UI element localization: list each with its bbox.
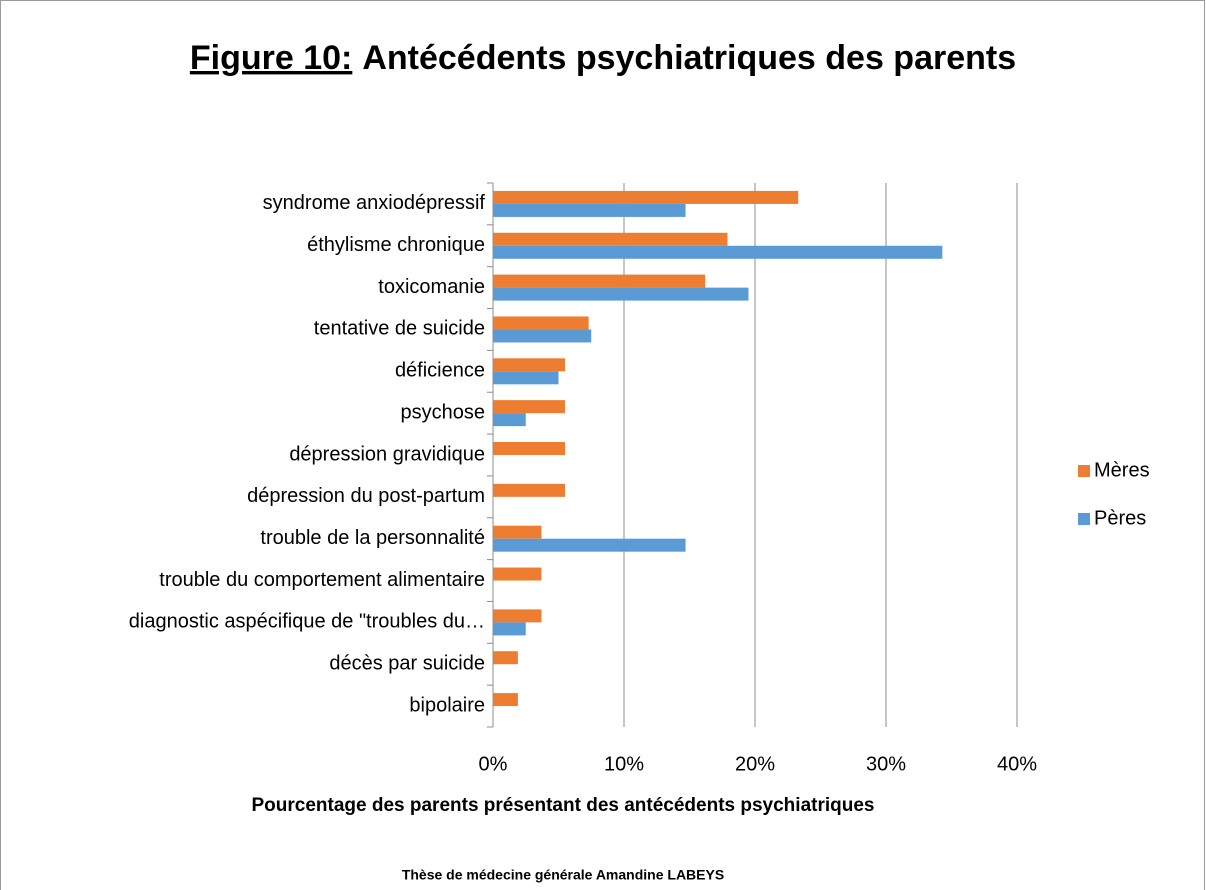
chart-title: Figure 10: Antécédents psychiatriques des… xyxy=(190,39,1016,77)
bar xyxy=(493,609,542,623)
y-tick-label: décès par suicide xyxy=(329,653,485,675)
bar xyxy=(493,329,592,343)
x-tick-label: 10% xyxy=(604,753,644,775)
y-tick-label: psychose xyxy=(401,401,486,423)
y-tick-label: syndrome anxiodépressif xyxy=(263,192,486,214)
bar xyxy=(493,316,589,330)
y-tick-label: déficience xyxy=(395,360,485,382)
footer: Thèse de médecine générale Amandine LABE… xyxy=(402,867,724,883)
bar xyxy=(493,622,526,636)
bar xyxy=(493,203,686,217)
legend-label: Mères xyxy=(1094,459,1150,481)
y-tick-label: trouble de la personnalité xyxy=(260,527,485,549)
bar xyxy=(493,371,559,385)
x-tick-label: 40% xyxy=(997,753,1037,775)
y-tick-label: diagnostic aspécifique de "troubles du… xyxy=(129,611,485,633)
x-tick-label: 0% xyxy=(479,753,508,775)
bar xyxy=(493,413,526,427)
x-axis-label: Pourcentage des parents présentant des a… xyxy=(252,795,875,816)
bar xyxy=(493,245,943,259)
bar xyxy=(493,651,518,665)
bar xyxy=(493,358,566,372)
bar xyxy=(493,483,566,497)
y-tick-label: dépression gravidique xyxy=(289,443,485,465)
x-tick-label: 20% xyxy=(735,753,775,775)
y-tick-label: tentative de suicide xyxy=(314,318,485,340)
bar xyxy=(493,287,749,301)
legend-swatch xyxy=(1078,513,1090,525)
y-tick-label: toxicomanie xyxy=(378,276,485,298)
bar xyxy=(493,232,728,246)
y-tick-label: bipolaire xyxy=(409,694,485,716)
bar xyxy=(493,274,706,288)
bar xyxy=(493,525,542,539)
bar xyxy=(493,400,566,414)
legend-swatch xyxy=(1078,465,1090,477)
y-tick-label: éthylisme chronique xyxy=(307,234,485,256)
bar xyxy=(493,538,686,552)
title-label: Figure 10: xyxy=(190,39,352,77)
title-text: Antécédents psychiatriques des parents xyxy=(362,39,1016,77)
bar xyxy=(493,567,542,581)
bar xyxy=(493,693,518,707)
bar xyxy=(493,442,566,455)
y-tick-label: dépression du post-partum xyxy=(247,485,485,507)
x-tick-label: 30% xyxy=(866,753,906,775)
y-tick-label: trouble du comportement alimentaire xyxy=(159,569,485,591)
legend-label: Pères xyxy=(1094,507,1146,529)
bar xyxy=(493,190,799,204)
